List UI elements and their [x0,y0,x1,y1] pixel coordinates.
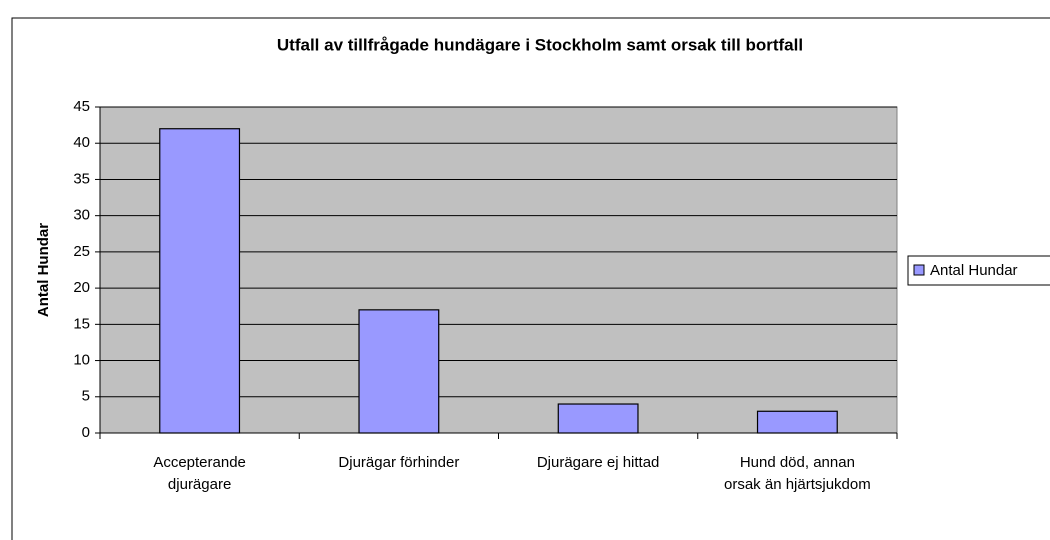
y-tick-label: 40 [73,134,90,151]
y-tick-label: 5 [82,388,90,405]
y-tick-label: 30 [73,207,90,224]
y-tick-label: 10 [73,352,90,369]
x-tick-label: Hund död, annan orsak än hjärtsjukdom [724,454,871,493]
bar [358,309,440,434]
chart-title: Utfall av tillfrågade hundägare i Stockh… [277,35,803,54]
y-tick-label: 45 [73,98,90,115]
bar [159,128,241,434]
y-tick-label: 20 [73,279,90,296]
y-axis-label: Antal Hundar [35,223,52,317]
bar [557,403,639,434]
y-tick-label: 0 [82,424,90,441]
legend-swatch [913,264,925,276]
legend-box [907,255,1050,286]
y-tick-label: 25 [73,243,90,260]
legend-label: Antal Hundar [930,262,1018,279]
bar [756,410,838,434]
x-tick-label: Accepterande djurägare [153,454,246,493]
y-tick-label: 35 [73,170,90,187]
x-tick-label: Djurägare ej hittad [537,454,660,471]
x-tick-label: Djurägar förhinder [338,454,459,471]
y-tick-label: 15 [73,315,90,332]
